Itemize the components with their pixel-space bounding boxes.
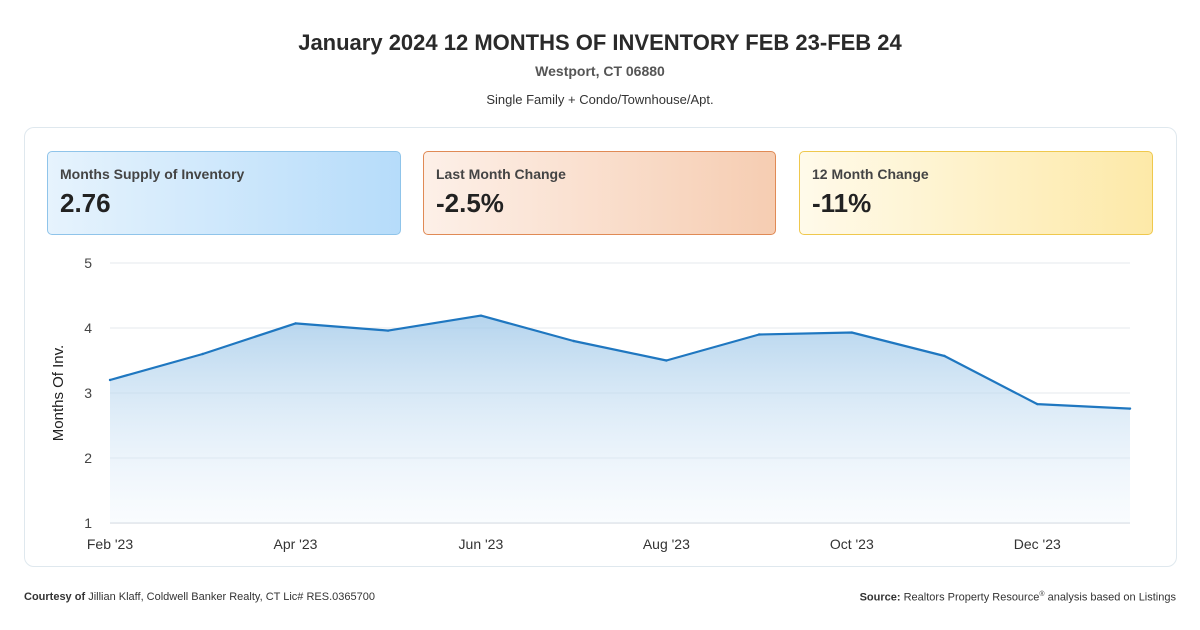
y-tick-label: 2 [84,450,92,466]
courtesy-text: Jillian Klaff, Coldwell Banker Realty, C… [88,591,375,603]
x-tick-label: Dec '23 [1014,536,1061,552]
x-tick-label: Feb '23 [87,536,133,552]
courtesy-label: Courtesy of [24,591,86,603]
months-supply-value: 2.76 [60,188,111,218]
months-supply-card: Months Supply of Inventory 2.76 [47,151,401,235]
inventory-area [110,315,1130,523]
location-subtitle: Westport, CT 06880 [535,63,665,79]
source-label: Source: [859,591,901,604]
x-tick-label: Oct '23 [830,536,874,552]
data-point [386,329,390,332]
y-tick-label: 1 [84,515,92,531]
data-point [943,354,946,358]
data-point [479,314,483,317]
data-point [108,378,112,382]
data-point [1036,402,1039,406]
data-point [665,359,668,362]
chart-title: January 2024 12 MONTHS OF INVENTORY FEB … [298,30,902,55]
courtesy-footer: Courtesy of Jillian Klaff, Coldwell Bank… [24,591,375,603]
last-month-change-label: Last Month Change [436,166,566,182]
source-name: Realtors Property Resource [903,591,1040,604]
months-supply-label: Months Supply of Inventory [60,166,245,182]
twelve-month-change-card: 12 Month Change -11% [799,151,1153,235]
x-tick-label: Apr '23 [273,536,317,552]
source-footer: Source: Realtors Property Resource® anal… [860,591,1176,604]
last-month-change-card: Last Month Change -2.5% [423,151,776,235]
y-tick-label: 4 [84,320,92,336]
inventory-series-line [109,314,1131,410]
y-axis-ticks: 1 2 3 4 5 [84,255,92,531]
property-types-subtitle: Single Family + Condo/Townhouse/Apt. [486,92,714,107]
last-month-change-value: -2.5% [436,188,504,218]
y-tick-label: 3 [84,385,92,401]
data-point [850,331,854,334]
data-point [757,333,761,336]
x-axis-ticks: Feb '23 Apr '23 Jun '23 Aug '23 Oct '23 Dec '… [87,536,1061,552]
y-tick-label: 5 [84,255,92,271]
data-point [201,352,204,356]
data-point [572,339,575,343]
twelve-month-change-label: 12 Month Change [812,166,929,182]
x-tick-label: Jun '23 [459,536,504,552]
data-point [1128,407,1132,410]
registered-mark: ® [1039,591,1045,598]
inventory-points [108,314,1132,410]
x-tick-label: Aug '23 [643,536,690,552]
data-point [294,322,297,325]
y-axis-label: Months Of Inv. [50,345,67,441]
twelve-month-change-value: -11% [812,188,872,218]
source-text: analysis based on Listings [1047,591,1176,604]
